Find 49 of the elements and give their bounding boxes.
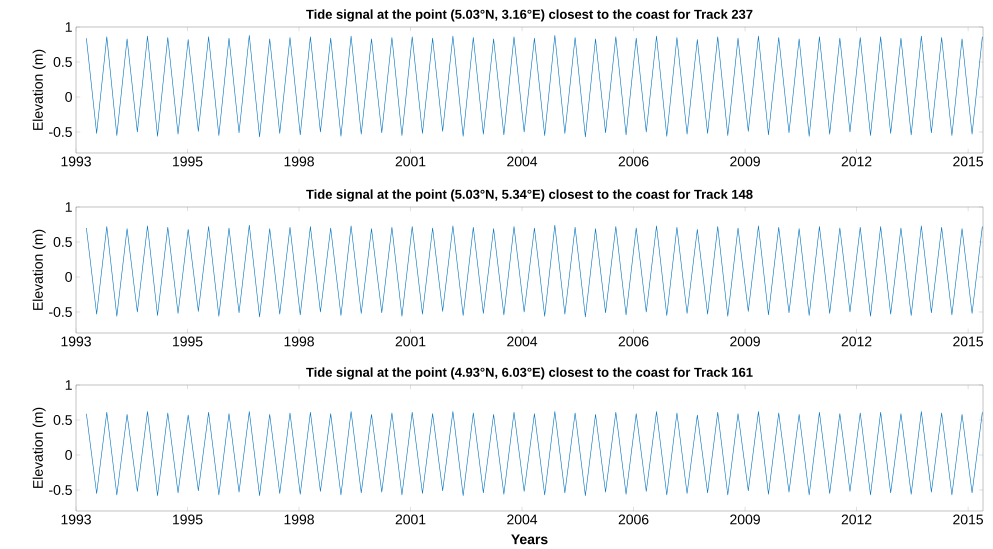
line-series xyxy=(86,35,983,138)
y-tick-label: 1 xyxy=(66,380,72,390)
x-tick-label: 2012 xyxy=(842,514,872,524)
x-tick-label: 2009 xyxy=(730,336,760,346)
y-tick-label: -0.5 xyxy=(49,485,72,495)
y-tick-label: 0 xyxy=(65,272,72,282)
y-axis-title: Elevation (m) xyxy=(32,230,46,310)
x-tick-label: 1995 xyxy=(173,336,202,346)
x-tick-label: 2001 xyxy=(396,336,426,346)
y-tick-label: -0.5 xyxy=(49,127,72,137)
chart-title: Tide signal at the point (5.03°N, 3.16°E) closest to the coast for Track 237 xyxy=(306,9,752,22)
x-tick-label: 2015 xyxy=(953,336,983,346)
x-tick-label: 2004 xyxy=(507,336,538,346)
x-tick-label: 2006 xyxy=(618,514,648,524)
y-tick-label: 0.5 xyxy=(54,237,72,247)
chart-title: Tide signal at the point (4.93°N, 6.03°E) closest to the coast for Track 161 xyxy=(306,367,753,380)
chart-title: Tide signal at the point (5.03°N, 5.34°E) closest to the coast for Track 148 xyxy=(306,189,753,202)
x-axis-title: Years xyxy=(511,534,548,544)
line-series xyxy=(86,411,983,496)
x-tick-label: 2009 xyxy=(730,514,760,524)
y-axis-title: Elevation (m) xyxy=(32,50,46,130)
x-tick-label: 2012 xyxy=(842,156,872,166)
y-tick-label: 0.5 xyxy=(54,57,72,67)
y-tick-label: 1 xyxy=(66,22,72,32)
x-tick-label: 1998 xyxy=(284,156,314,166)
x-tick-label: 2001 xyxy=(396,156,426,166)
x-tick-label: 2012 xyxy=(842,336,872,346)
x-tick-label: 1995 xyxy=(173,514,202,524)
x-tick-label: 2009 xyxy=(730,156,760,166)
x-tick-label: 2015 xyxy=(953,514,983,524)
x-tick-label: 1995 xyxy=(173,156,202,166)
y-tick-label: 1 xyxy=(66,202,72,212)
y-tick-label: -0.5 xyxy=(49,307,72,317)
line-series xyxy=(86,224,983,318)
x-tick-label: 1993 xyxy=(62,156,91,166)
y-tick-label: 0 xyxy=(65,92,72,102)
y-tick-label: 0 xyxy=(65,450,72,460)
y-axis-title: Elevation (m) xyxy=(32,408,46,488)
x-tick-label: 2006 xyxy=(618,156,648,166)
x-tick-label: 2015 xyxy=(953,156,983,166)
x-tick-label: 2004 xyxy=(507,514,538,524)
x-tick-label: 1998 xyxy=(284,336,314,346)
x-tick-label: 2004 xyxy=(507,156,538,166)
y-tick-label: 0.5 xyxy=(54,415,72,425)
x-tick-label: 1993 xyxy=(62,336,91,346)
x-tick-label: 2006 xyxy=(618,336,648,346)
x-tick-label: 2001 xyxy=(396,514,426,524)
x-tick-label: 1998 xyxy=(284,514,314,524)
x-tick-label: 1993 xyxy=(62,514,91,524)
